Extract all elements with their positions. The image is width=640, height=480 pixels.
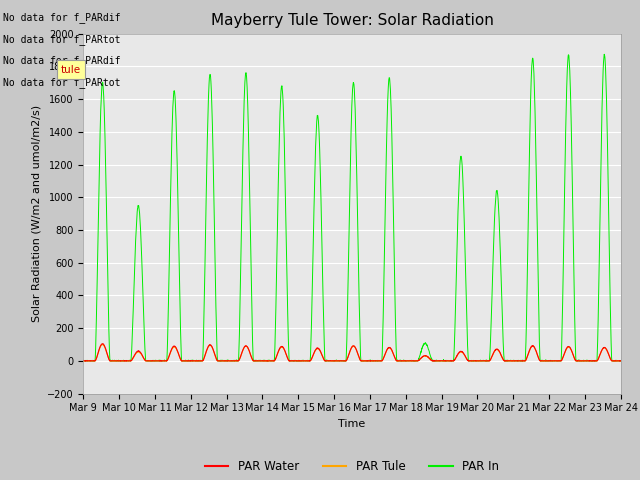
Text: No data for f_PARtot: No data for f_PARtot <box>3 34 121 45</box>
Text: No data for f_PARtot: No data for f_PARtot <box>3 77 121 88</box>
PAR Water <box>99 341 107 347</box>
PAR Water <box>79 358 87 364</box>
PAR Water <box>443 358 451 364</box>
PAR Tule <box>472 358 480 364</box>
PAR Tule <box>617 358 625 364</box>
PAR In <box>79 358 87 363</box>
Text: No data for f_PARdif: No data for f_PARdif <box>3 12 121 23</box>
Line: PAR In: PAR In <box>83 54 621 361</box>
PAR Water <box>503 358 511 364</box>
Y-axis label: Solar Radiation (W/m2 and umol/m2/s): Solar Radiation (W/m2 and umol/m2/s) <box>31 105 42 322</box>
Title: Mayberry Tule Tower: Solar Radiation: Mayberry Tule Tower: Solar Radiation <box>211 13 493 28</box>
Line: PAR Water: PAR Water <box>83 344 621 361</box>
Legend: PAR Water, PAR Tule, PAR In: PAR Water, PAR Tule, PAR In <box>200 455 504 478</box>
PAR Tule <box>99 342 106 348</box>
PAR Tule <box>332 358 340 363</box>
PAR In <box>443 358 451 364</box>
PAR Water <box>616 358 624 364</box>
PAR Tule <box>176 355 184 361</box>
PAR Water <box>79 358 87 364</box>
PAR In <box>503 358 511 364</box>
PAR Tule <box>503 358 511 364</box>
PAR Tule <box>79 358 87 364</box>
PAR Water <box>332 358 340 364</box>
PAR In <box>79 358 87 364</box>
PAR Water <box>176 355 184 361</box>
PAR In <box>472 358 480 364</box>
Line: PAR Tule: PAR Tule <box>83 345 621 361</box>
PAR In <box>176 300 184 306</box>
X-axis label: Time: Time <box>339 419 365 429</box>
Text: No data for f_PARdif: No data for f_PARdif <box>3 55 121 66</box>
PAR Tule <box>443 358 451 364</box>
PAR In <box>617 358 625 364</box>
PAR In <box>332 358 340 363</box>
PAR Water <box>473 358 481 364</box>
PAR Tule <box>616 358 624 364</box>
PAR In <box>616 358 624 363</box>
PAR In <box>600 51 608 57</box>
Text: tule: tule <box>61 65 81 74</box>
PAR Water <box>617 358 625 364</box>
